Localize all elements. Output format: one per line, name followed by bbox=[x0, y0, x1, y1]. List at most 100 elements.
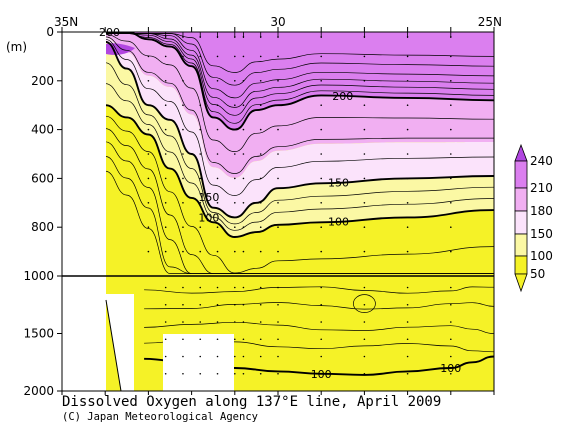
color-fill-layer bbox=[105, 32, 494, 237]
sample-point bbox=[406, 128, 409, 131]
sample-point bbox=[406, 355, 409, 358]
sample-point bbox=[234, 303, 236, 306]
sample-point bbox=[259, 338, 262, 341]
y-tick-label-1000: 1000 bbox=[23, 269, 54, 283]
colorbar-label-210: 210 bbox=[530, 181, 553, 195]
sample-point bbox=[216, 286, 219, 289]
colorbar-segment-2 bbox=[514, 187, 528, 212]
sample-point bbox=[164, 202, 167, 204]
sample-point bbox=[234, 372, 236, 375]
sample-point bbox=[259, 104, 262, 106]
thin-contour-2 bbox=[105, 36, 494, 174]
sample-point bbox=[147, 153, 150, 155]
sample-point bbox=[259, 286, 262, 289]
sample-point bbox=[216, 177, 219, 180]
sample-point bbox=[363, 104, 366, 106]
sample-point bbox=[182, 355, 184, 358]
sample-point bbox=[242, 355, 245, 358]
oxygen-band-3 bbox=[105, 37, 494, 218]
sample-point bbox=[234, 355, 236, 358]
sample-point bbox=[277, 321, 279, 323]
sample-point bbox=[320, 226, 323, 228]
x-tick-label-25N: 25N bbox=[478, 15, 502, 29]
y-tick-label-400: 400 bbox=[31, 123, 54, 137]
colorbar-segment-1 bbox=[514, 160, 528, 189]
sample-point bbox=[199, 55, 202, 58]
sample-point bbox=[199, 177, 202, 180]
sample-point bbox=[216, 303, 219, 306]
sample-point bbox=[216, 355, 219, 358]
sample-points-layer bbox=[147, 36, 452, 375]
sample-point bbox=[406, 372, 409, 375]
closed-contour-eddy bbox=[353, 294, 376, 313]
thin-contour-5 bbox=[105, 83, 494, 231]
sample-point bbox=[164, 128, 167, 131]
sample-point bbox=[277, 250, 279, 253]
sample-point bbox=[164, 80, 167, 82]
sample-point bbox=[182, 177, 184, 180]
colorbar-top-arrow bbox=[514, 143, 528, 162]
sample-point bbox=[406, 303, 409, 306]
thin-contour-16 bbox=[105, 170, 494, 274]
sample-point bbox=[182, 338, 184, 341]
sample-point bbox=[164, 177, 167, 180]
thin-contour-12 bbox=[105, 115, 494, 274]
contour-label-200-1-2: 200 bbox=[332, 90, 353, 103]
sample-point bbox=[320, 104, 323, 106]
sample-point bbox=[199, 338, 202, 341]
colorbar-label-240: 240 bbox=[530, 154, 553, 168]
sample-point bbox=[147, 250, 150, 253]
sample-point bbox=[450, 80, 452, 82]
sample-point bbox=[242, 202, 245, 204]
sample-point bbox=[216, 104, 219, 106]
contour-label-150-2-2: 150 bbox=[328, 176, 349, 189]
sample-point bbox=[182, 321, 184, 323]
sample-point bbox=[242, 372, 245, 375]
sample-point bbox=[363, 372, 366, 375]
sample-point bbox=[242, 286, 245, 289]
sample-point bbox=[182, 286, 184, 289]
y-axis-unit-label: (m) bbox=[6, 40, 27, 54]
sample-point bbox=[164, 104, 167, 106]
sample-point bbox=[164, 286, 167, 289]
sample-point bbox=[259, 153, 262, 155]
colorbar-label-50: 50 bbox=[530, 267, 545, 281]
sample-point bbox=[320, 128, 323, 131]
sample-point bbox=[199, 80, 202, 82]
sample-point bbox=[182, 128, 184, 131]
sample-point bbox=[182, 372, 184, 375]
sample-point bbox=[406, 250, 409, 253]
y-axis: 0 200 400 600 800 1000 1500 2000 bbox=[23, 25, 62, 398]
contour-label-100-4-1: 100 bbox=[311, 368, 332, 381]
sample-point bbox=[363, 226, 366, 228]
sample-point bbox=[182, 202, 184, 204]
sample-point bbox=[234, 226, 236, 228]
thin-contour-4 bbox=[105, 62, 494, 225]
oxygen-band-4 bbox=[105, 41, 494, 237]
sample-point bbox=[242, 80, 245, 82]
sample-point bbox=[406, 104, 409, 106]
sample-point bbox=[277, 104, 279, 106]
sample-point bbox=[363, 80, 366, 82]
sample-point bbox=[234, 321, 236, 323]
sample-point bbox=[259, 226, 262, 228]
land-mask-upper bbox=[62, 32, 106, 391]
sample-point bbox=[199, 303, 202, 306]
sample-point bbox=[234, 153, 236, 155]
sample-point bbox=[277, 355, 279, 358]
sample-point bbox=[234, 202, 236, 204]
deep-thin-contour-2 bbox=[144, 302, 494, 310]
sample-point bbox=[182, 80, 184, 82]
sample-point bbox=[199, 104, 202, 106]
sample-point bbox=[406, 177, 409, 180]
sample-point bbox=[216, 372, 219, 375]
sample-point bbox=[259, 80, 262, 82]
sample-point bbox=[277, 153, 279, 155]
sample-point bbox=[277, 80, 279, 82]
sample-point bbox=[199, 153, 202, 155]
sample-point bbox=[320, 250, 323, 253]
sample-point bbox=[147, 226, 150, 228]
sample-point bbox=[164, 153, 167, 155]
sample-point bbox=[234, 55, 236, 58]
